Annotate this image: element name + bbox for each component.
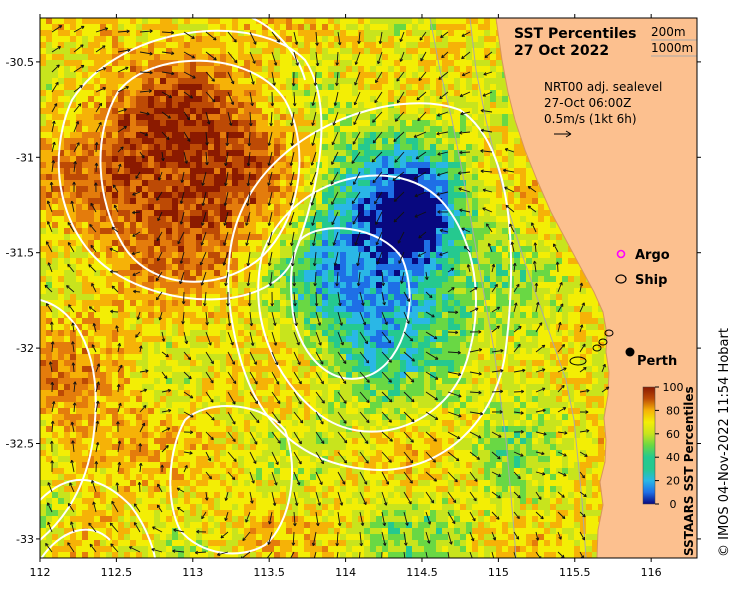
y-tick-label: -33 bbox=[16, 533, 34, 546]
colorbar-tick-label: 40 bbox=[666, 451, 680, 464]
colorbar-tick-label: 60 bbox=[666, 428, 680, 441]
y-tick-label: -32 bbox=[16, 342, 34, 355]
contour-label-1000m: 1000m bbox=[651, 41, 693, 55]
x-tick-label: 112.5 bbox=[101, 566, 133, 579]
perth-marker bbox=[625, 347, 635, 357]
x-axis: 112 112.5 113 113.5 114 114.5 115 115.5 116 bbox=[30, 14, 662, 579]
perth-label: Perth bbox=[637, 354, 677, 369]
contour-label-200m: 200m bbox=[651, 25, 686, 39]
x-tick-label: 115 bbox=[488, 566, 509, 579]
x-tick-label: 116 bbox=[641, 566, 662, 579]
ship-legend-icon bbox=[615, 274, 627, 284]
title-block: SST Percentiles 27 Oct 2022 200m 1000m N… bbox=[514, 25, 697, 138]
colorbar-tick-label: 80 bbox=[666, 404, 680, 417]
x-tick-label: 114 bbox=[335, 566, 356, 579]
y-tick-label: -32.5 bbox=[6, 438, 34, 451]
x-tick-label: 113.5 bbox=[253, 566, 285, 579]
current-scale: 0.5m/s (1kt 6h) bbox=[544, 112, 637, 126]
colorbar-tick-label: 0 bbox=[670, 498, 677, 511]
credit-text: © IMOS 04-Nov-2022 11:54 Hobart bbox=[717, 328, 732, 557]
map-title: SST Percentiles bbox=[514, 26, 637, 42]
ship-track-markers bbox=[569, 329, 614, 366]
y-tick-label: -31.5 bbox=[6, 247, 34, 260]
ship-legend-label: Ship bbox=[635, 273, 667, 288]
y-tick-label: -30.5 bbox=[6, 56, 34, 69]
plot-frame bbox=[39, 17, 698, 559]
y-axis: -30.5 -31 -31.5 -32 -32.5 -33 bbox=[6, 56, 701, 546]
x-tick-label: 114.5 bbox=[406, 566, 438, 579]
colorbar-tick-label: 20 bbox=[666, 475, 680, 488]
marker-legend: Argo Ship bbox=[615, 248, 670, 288]
current-time: 27-Oct 06:00Z bbox=[544, 96, 631, 110]
colorbar-ramp bbox=[642, 386, 656, 505]
y-tick-label: -31 bbox=[16, 151, 34, 164]
x-tick-label: 115.5 bbox=[559, 566, 591, 579]
current-source: NRT00 adj. sealevel bbox=[544, 80, 662, 94]
colorbar-tick-label: 100 bbox=[663, 381, 684, 394]
x-tick-label: 113 bbox=[182, 566, 203, 579]
colorbar: 0 20 40 60 80 100 SSTAARS SST Percentiles bbox=[642, 381, 696, 556]
bathymetry-contours bbox=[429, 18, 587, 558]
map-date: 27 Oct 2022 bbox=[514, 43, 609, 59]
colorbar-title: SSTAARS SST Percentiles bbox=[682, 386, 696, 556]
x-tick-label: 112 bbox=[30, 566, 51, 579]
current-vectors bbox=[44, 25, 610, 558]
argo-legend-icon bbox=[616, 249, 626, 259]
argo-legend-label: Argo bbox=[635, 248, 670, 263]
sea-level-contours bbox=[40, 18, 513, 558]
